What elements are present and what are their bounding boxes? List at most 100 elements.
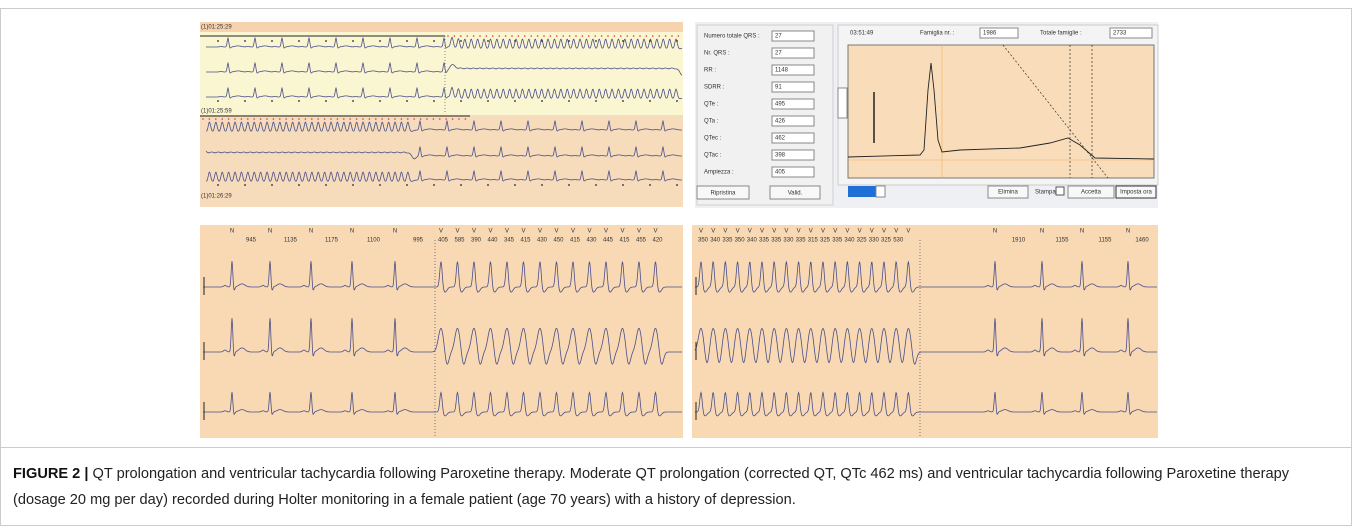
beat-label: V [699,229,703,235]
ecg-strip [200,225,683,438]
tick-dot [556,35,558,37]
beat-label: V [882,229,886,235]
tick-dot [568,100,570,102]
timestamp: (1)01:25:29 [201,25,232,31]
tick-dot [202,118,204,120]
beat-label: V [772,229,776,235]
tick-dot [562,35,564,37]
tick-dot [447,35,449,37]
field-label: RR : [704,68,716,74]
tick-dot [388,118,390,120]
beat-label: V [833,229,837,235]
tick-dot [595,40,597,42]
tick-dot [234,118,236,120]
tick-dot [568,40,570,42]
tick-dot [454,35,456,37]
tick-dot [330,118,332,120]
beat-label: N [230,229,234,235]
beat-label: V [845,229,849,235]
tick-dot [317,118,319,120]
field-value: 426 [775,119,786,125]
rr-interval: 1135 [284,238,298,244]
beat-label: V [455,229,459,235]
rr-interval: 415 [619,238,630,244]
value: 1986 [983,31,997,37]
rr-interval: 1910 [1012,238,1026,244]
beat-label: V [809,229,813,235]
tick-dot [244,100,246,102]
tick-dot [465,118,467,120]
rr-interval: 340 [747,238,758,244]
tick-dot [505,35,507,37]
tick-dot [349,118,351,120]
beat-label: V [723,229,727,235]
beat-label: N [268,229,272,235]
tick-dot [569,35,571,37]
beat-label: N [350,229,354,235]
beat-label: V [538,229,542,235]
tick-dot [379,100,381,102]
tick-dot [325,40,327,42]
field-value: 405 [775,170,786,176]
tick-dot [487,40,489,42]
tick-dot [460,35,462,37]
button-label: Valid. [788,191,803,197]
tick-dot [369,118,371,120]
beat-label: N [993,229,997,235]
tick-dot [479,35,481,37]
rr-interval: 1460 [1135,238,1149,244]
tick-dot [676,100,678,102]
tick-dot [433,40,435,42]
tick-dot [676,40,678,42]
beat-label: V [653,229,657,235]
tick-dot [244,184,246,186]
tick-dot [518,35,520,37]
scroll[interactable] [838,88,847,118]
rr-interval: 330 [783,238,794,244]
tick-dot [652,35,654,37]
tick-dot [343,118,345,120]
rr-interval: 340 [710,238,721,244]
tick-dot [439,118,441,120]
caption-label: FIGURE 2 | [13,466,88,482]
field-label: QTac : [704,153,722,159]
rr-interval: 440 [487,238,498,244]
tick-dot [352,40,354,42]
tick-dot [607,35,609,37]
tick-dot [460,40,462,42]
tick-dot [678,35,680,37]
field-label: SDRR : [704,85,725,91]
field-value: 495 [775,102,786,108]
beat-label: V [554,229,558,235]
field-label: QTec : [704,136,722,142]
tick-dot [247,118,249,120]
beat-label: V [488,229,492,235]
rr-interval: 415 [520,238,531,244]
rr-interval: 340 [844,238,855,244]
tick-dot [325,100,327,102]
beat-label: V [784,229,788,235]
dropdown-arrow[interactable] [876,186,885,197]
beat-label: V [637,229,641,235]
rr-interval: 315 [808,238,819,244]
beat-label: V [870,229,874,235]
tick-dot [407,118,409,120]
checkbox[interactable] [1056,187,1064,195]
tick-dot [676,184,678,186]
rr-interval: 1100 [367,238,381,244]
tick-dot [541,100,543,102]
tick-dot [217,100,219,102]
dropdown[interactable] [848,186,876,197]
tick-dot [649,184,651,186]
tick-dot [646,35,648,37]
field-label: QTe : [704,102,719,108]
rr-interval: 1155 [1056,238,1070,244]
rr-interval: 415 [570,238,581,244]
label: Stampa [1035,190,1056,196]
tick-dot [292,118,294,120]
rr-interval: 405 [438,238,449,244]
tick-dot [217,184,219,186]
beat-label: N [309,229,313,235]
rr-interval: 430 [586,238,597,244]
tick-dot [622,100,624,102]
